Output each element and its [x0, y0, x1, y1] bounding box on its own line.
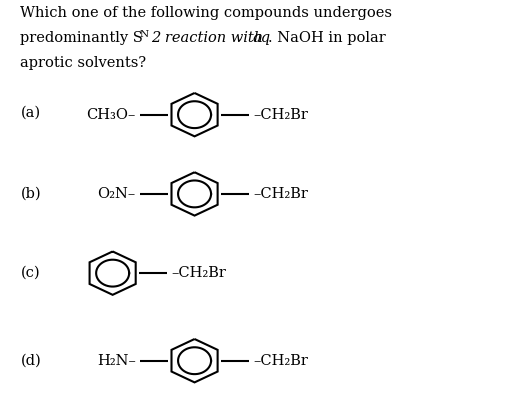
Text: (a): (a): [20, 106, 40, 120]
Text: N: N: [139, 30, 148, 39]
Text: (d): (d): [20, 354, 41, 368]
Text: Which one of the following compounds undergoes: Which one of the following compounds und…: [20, 6, 393, 20]
Text: aq: aq: [253, 31, 271, 45]
Text: H₂N–: H₂N–: [97, 354, 136, 368]
Text: aprotic solvents?: aprotic solvents?: [20, 56, 146, 70]
Text: (c): (c): [20, 266, 40, 280]
Text: –CH₂Br: –CH₂Br: [253, 354, 308, 368]
Text: (b): (b): [20, 187, 41, 201]
Text: . NaOH in polar: . NaOH in polar: [268, 31, 386, 45]
Text: 2 reaction with: 2 reaction with: [151, 31, 268, 45]
Text: O₂N–: O₂N–: [97, 187, 136, 201]
Text: –CH₂Br: –CH₂Br: [253, 187, 308, 201]
Text: CH₃O–: CH₃O–: [87, 108, 136, 122]
Text: –CH₂Br: –CH₂Br: [172, 266, 226, 280]
Text: predominantly S: predominantly S: [20, 31, 143, 45]
Text: –CH₂Br: –CH₂Br: [253, 108, 308, 122]
